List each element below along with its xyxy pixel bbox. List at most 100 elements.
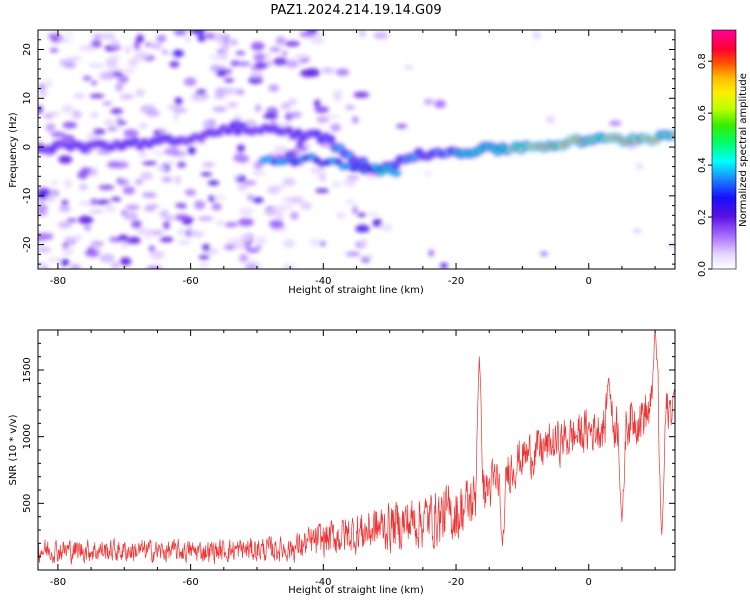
- spectrogram-noise-cell: [159, 128, 167, 135]
- colorbar-tick-label: 0.0: [697, 261, 708, 277]
- spectrogram-noise-cell: [227, 101, 239, 108]
- spectrogram-noise-cell: [243, 180, 257, 186]
- spectrogram-noise-cell: [254, 62, 268, 69]
- spectrogram-noise-cell: [207, 180, 220, 186]
- spectrogram-ridge-core: [295, 131, 301, 135]
- spectrogram-noise-cell: [125, 204, 140, 211]
- spectrogram-noise-cell: [300, 202, 312, 210]
- spectrogram-noise-cell: [250, 72, 264, 79]
- spectrogram-noise-cell: [273, 205, 282, 212]
- spectrogram-noise-cell: [95, 199, 111, 205]
- spectrogram-noise-cell: [49, 48, 59, 53]
- spectrogram-noise-cell: [103, 119, 115, 125]
- spectrogram-ridge-core: [240, 125, 245, 128]
- spectrogram-noise-cell: [146, 203, 160, 209]
- spectrogram-noise-cell: [111, 45, 122, 50]
- spectrogram-noise-cell: [122, 186, 136, 195]
- spectrogram-noise-cell: [161, 176, 173, 183]
- x-tick-label: -20: [448, 276, 464, 287]
- spectrogram-noise-cell: [200, 172, 213, 177]
- spectrogram-noise-cell: [343, 179, 356, 187]
- spectrogram-noise-cell: [47, 33, 62, 39]
- spectrogram-noise-cell: [540, 251, 548, 257]
- spectrogram-noise-cell: [290, 211, 299, 220]
- spectrogram-noise-cell: [367, 212, 378, 217]
- spectrogram-ridge2-core: [314, 158, 320, 162]
- spectrogram-ridge-core: [49, 148, 55, 152]
- spectrogram-noise-cell: [237, 183, 248, 192]
- spectrogram-ridge2-core: [346, 164, 351, 168]
- spectrogram-noise-cell: [424, 171, 432, 177]
- spectrogram-noise-cell: [155, 165, 167, 172]
- spectrogram-noise-cell: [428, 249, 435, 257]
- spectrogram-ticks: -80 -60 -40 -20 0 -20 -10 0 10 20: [22, 29, 675, 287]
- spectrogram-noise-cell: [196, 89, 207, 94]
- spectrogram-noise-cell: [90, 80, 98, 86]
- spectrogram-noise-cell: [223, 77, 235, 83]
- spectrogram-noise-cell: [115, 116, 123, 122]
- spectrogram-noise-cell: [244, 259, 259, 265]
- spectrogram-noise-cell: [330, 123, 342, 132]
- spectrogram-noise-cell: [144, 42, 153, 47]
- spectrogram-noise-cell: [133, 41, 141, 51]
- spectrogram-noise-cell: [315, 188, 329, 193]
- spectrogram-noise-cell: [358, 238, 368, 247]
- spectrogram-noise-cell: [138, 123, 148, 128]
- spectrogram-noise-cell: [50, 131, 66, 138]
- spectrogram-noise-cell: [128, 58, 138, 67]
- spectrogram-ridge-core: [314, 132, 319, 136]
- spectrogram-ridge-core: [416, 150, 422, 154]
- x-tick-label: -40: [315, 577, 331, 588]
- spectrogram-noise-cell: [273, 146, 288, 153]
- spectrogram-noise-cell: [235, 88, 245, 96]
- spectrogram-noise-cell: [309, 238, 320, 247]
- spectrogram-noise-cell: [202, 120, 210, 129]
- colorbar-gradient: [711, 29, 737, 270]
- spectrogram-noise-cell: [99, 253, 115, 263]
- spectrogram-noise-cell: [38, 261, 46, 269]
- spectrogram-noise-cell: [141, 192, 157, 198]
- spectrogram-noise-cell: [351, 205, 359, 215]
- spectrogram-noise-cell: [246, 194, 255, 201]
- spectrogram-noise-cell: [254, 236, 267, 245]
- spectrogram-noise-cell: [58, 155, 73, 164]
- spectrogram-noise-cell: [609, 120, 622, 127]
- spectrogram-noise-cell: [221, 45, 230, 52]
- spectrogram-noise-cell: [253, 161, 263, 170]
- spectrogram-noise-cell: [345, 199, 356, 205]
- spectrogram-noise-cell: [239, 207, 254, 217]
- spectrogram-ridge2-core: [356, 166, 362, 170]
- spectrogram-noise-cell: [440, 262, 448, 269]
- spectrogram-noise-cell: [135, 178, 144, 185]
- spectrogram-ridge-core: [226, 129, 231, 133]
- x-tick-label: -80: [50, 276, 66, 287]
- x-tick-label: -80: [50, 577, 66, 588]
- y-tick-label: -20: [22, 236, 33, 252]
- spectrogram-cells: [38, 30, 675, 269]
- y-tick-label: 1500: [22, 357, 33, 382]
- spectrogram-noise-cell: [57, 38, 73, 43]
- spectrogram-ridge-core: [235, 130, 240, 133]
- spectrogram-noise-cell: [254, 104, 262, 113]
- spectrogram-ridge2-core: [335, 159, 341, 164]
- spectrogram-noise-cell: [285, 59, 299, 69]
- spectrogram-noise-cell: [146, 266, 162, 269]
- spectrogram-noise-cell: [254, 244, 262, 251]
- spectrogram-ridge-core: [133, 140, 138, 144]
- spectrogram-ridge-core: [412, 156, 417, 160]
- x-tick-label: -60: [182, 577, 198, 588]
- spectrogram-noise-cell: [164, 147, 180, 156]
- spectrogram-ridge-core: [574, 137, 579, 140]
- spectrogram-noise-cell: [90, 240, 105, 247]
- spectrogram-ridge2-core: [266, 157, 272, 161]
- spectrogram-noise-cell: [280, 102, 291, 110]
- spectrogram-noise-cell: [282, 263, 296, 269]
- spectrogram-noise-cell: [92, 34, 105, 39]
- spectrogram-noise-cell: [74, 233, 82, 242]
- spectrogram-noise-cell: [119, 257, 132, 266]
- spectrogram-noise-cell: [82, 76, 92, 81]
- spectrogram-noise-cell: [279, 204, 294, 210]
- spectrogram-noise-cell: [253, 52, 266, 62]
- spectrogram-noise-cell: [202, 162, 215, 168]
